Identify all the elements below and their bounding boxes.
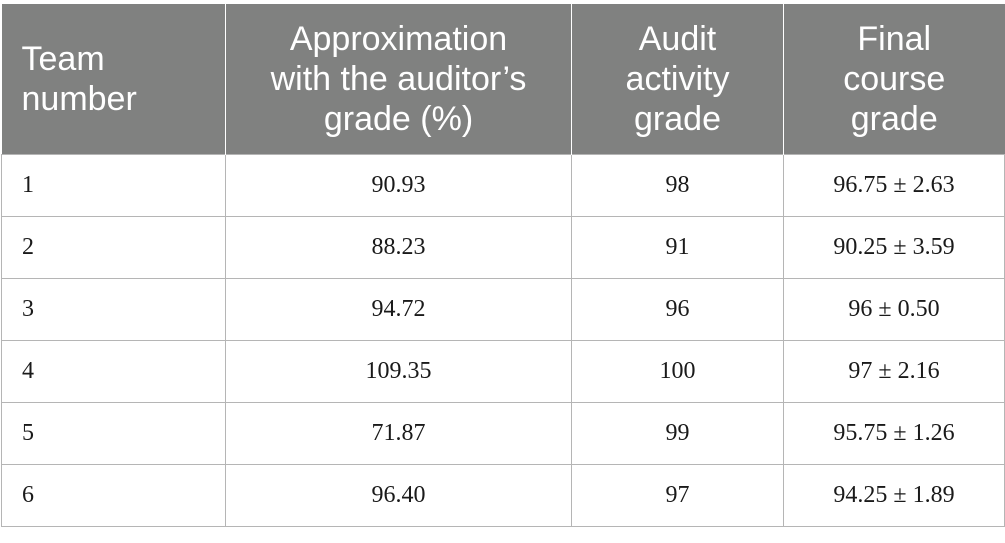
cell-final-grade: 95.75 ± 1.26 — [783, 401, 1005, 465]
table-header: Team number Approximation with the audit… — [1, 4, 1005, 154]
table-row: 2 88.23 91 90.25 ± 3.59 — [1, 215, 1005, 279]
header-line: with the auditor’s — [270, 59, 527, 98]
header-line: course — [843, 59, 946, 98]
cell-approximation: 90.93 — [225, 153, 572, 217]
cell-team: 4 — [1, 339, 226, 403]
cell-team: 5 — [1, 401, 226, 465]
cell-approximation: 109.35 — [225, 339, 572, 403]
header-line: Team — [21, 39, 105, 78]
header-line: grade (%) — [323, 99, 474, 138]
table-body: 1 90.93 98 96.75 ± 2.63 2 88.23 91 90.25… — [1, 153, 1005, 527]
header-audit-activity-grade: Audit activity grade — [571, 4, 784, 154]
cell-team: 2 — [1, 215, 226, 279]
header-line: number — [21, 79, 137, 118]
cell-final-grade: 90.25 ± 3.59 — [783, 215, 1005, 279]
cell-audit-grade: 97 — [571, 463, 784, 527]
cell-audit-grade: 98 — [571, 153, 784, 217]
cell-team: 3 — [1, 277, 226, 341]
cell-approximation: 94.72 — [225, 277, 572, 341]
cell-audit-grade: 91 — [571, 215, 784, 279]
header-line: grade — [850, 99, 938, 138]
cell-final-grade: 97 ± 2.16 — [783, 339, 1005, 403]
cell-audit-grade: 96 — [571, 277, 784, 341]
header-line: Approximation — [289, 19, 508, 58]
header-final-course-grade: Final course grade — [783, 4, 1005, 154]
cell-approximation: 71.87 — [225, 401, 572, 465]
header-approximation: Approximation with the auditor’s grade (… — [225, 4, 572, 154]
header-line: Final — [857, 19, 932, 58]
cell-final-grade: 94.25 ± 1.89 — [783, 463, 1005, 527]
cell-approximation: 88.23 — [225, 215, 572, 279]
header-line: activity — [625, 59, 730, 98]
table-row: 3 94.72 96 96 ± 0.50 — [1, 277, 1005, 341]
table-row: 5 71.87 99 95.75 ± 1.26 — [1, 401, 1005, 465]
table-row: 1 90.93 98 96.75 ± 2.63 — [1, 153, 1005, 217]
header-team-number: Team number — [1, 4, 226, 154]
cell-final-grade: 96.75 ± 2.63 — [783, 153, 1005, 217]
cell-approximation: 96.40 — [225, 463, 572, 527]
cell-final-grade: 96 ± 0.50 — [783, 277, 1005, 341]
cell-audit-grade: 100 — [571, 339, 784, 403]
cell-team: 6 — [1, 463, 226, 527]
cell-audit-grade: 99 — [571, 401, 784, 465]
table-row: 6 96.40 97 94.25 ± 1.89 — [1, 463, 1005, 527]
header-row: Team number Approximation with the audit… — [1, 4, 1005, 154]
header-line: grade — [634, 99, 721, 138]
cell-team: 1 — [1, 153, 226, 217]
results-table: Team number Approximation with the audit… — [1, 4, 1005, 527]
table-row: 4 109.35 100 97 ± 2.16 — [1, 339, 1005, 403]
header-line: Audit — [638, 19, 717, 58]
